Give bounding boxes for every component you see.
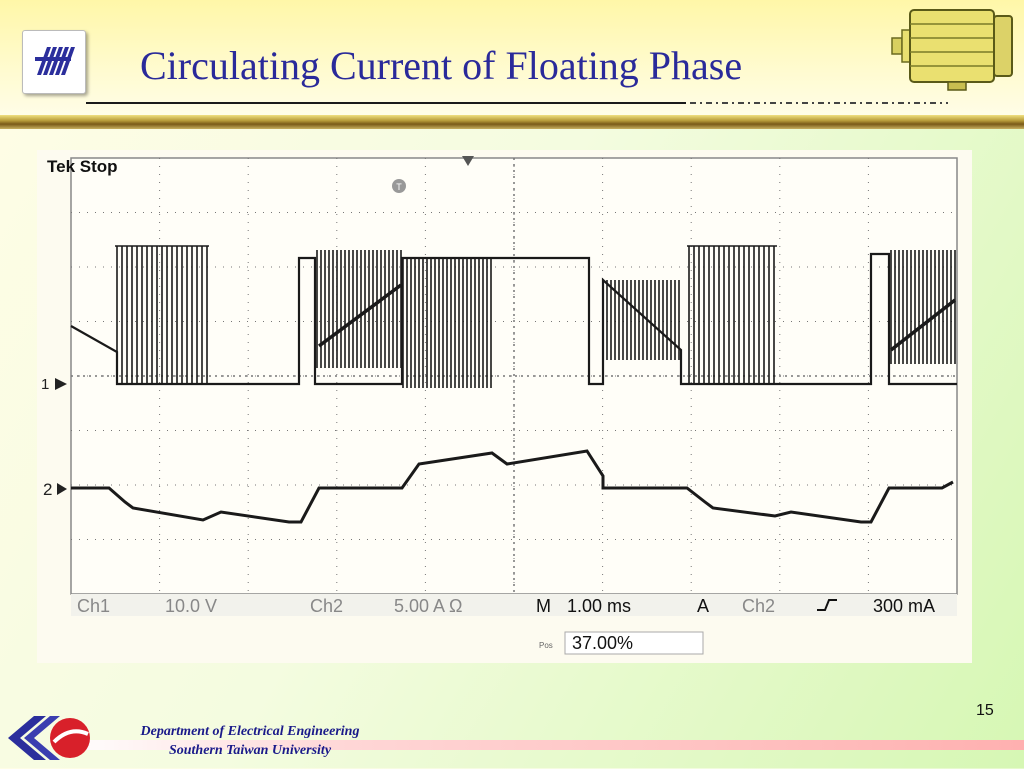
ch2-scale: 5.00 A Ω [394, 596, 463, 616]
motor-icon [888, 2, 1018, 99]
timebase-label: M [536, 596, 551, 616]
timebase-value: 1.00 ms [567, 596, 631, 616]
ch1-scale: 10.0 V [165, 596, 217, 616]
title-underline-dashed [690, 102, 948, 104]
ch2-label: Ch2 [310, 596, 343, 616]
header-divider-band [0, 115, 1024, 129]
trigger-level-icon: T [392, 179, 406, 193]
university-logo [22, 30, 86, 94]
channel-1-marker: 1 [41, 376, 49, 393]
channel-2-trace [71, 449, 954, 524]
page-number: 15 [976, 702, 994, 719]
scope-status: Tek Stop [47, 157, 118, 176]
title-underline [86, 102, 686, 104]
channel-1-arrow-icon [55, 378, 67, 390]
ch1-label: Ch1 [77, 596, 110, 616]
footer-bar [60, 740, 1024, 750]
trigger-label: A [697, 596, 709, 616]
channel-2-arrow-icon [57, 483, 67, 495]
trigger-position-marker-icon [462, 156, 474, 166]
scope-grid [71, 158, 957, 594]
trigger-source: Ch2 [742, 596, 775, 616]
department-name: Department of Electrical Engineering [140, 724, 360, 739]
trigger-level: 300 mA [873, 596, 935, 616]
svg-text:T: T [396, 182, 402, 192]
position-label: Pos [539, 641, 553, 650]
channel-1-trace [70, 245, 957, 388]
rising-edge-icon [817, 599, 837, 611]
trigger-position: 37.00% [572, 633, 633, 653]
footer-logo [6, 712, 102, 769]
university-name: Southern Taiwan University [168, 743, 332, 758]
oscilloscope-capture: Tek Stop T 1 2 Ch1 10.0 V Ch2 5.00 A Ω C… [37, 150, 972, 663]
title-bar [0, 0, 1024, 118]
slide-title: Circulating Current of Floating Phase [140, 43, 743, 88]
channel-2-marker: 2 [43, 480, 52, 499]
footer-department: Department of Electrical Engineering Sou… [110, 722, 390, 760]
